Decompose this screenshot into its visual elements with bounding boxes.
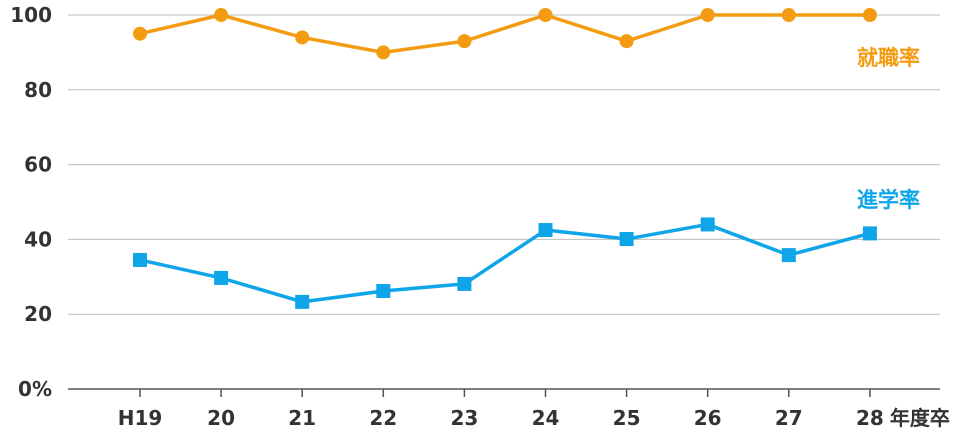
series-line [139, 222, 871, 304]
x-tick-label: 25 [613, 406, 641, 430]
data-point [619, 232, 634, 247]
data-point [295, 294, 310, 309]
series-line [139, 13, 870, 55]
x-unit-label: 年度卒 [890, 406, 950, 430]
data-point [133, 26, 147, 41]
data-point [376, 284, 391, 299]
y-tick-label: 20 [24, 302, 52, 326]
data-point [457, 276, 472, 291]
y-tick-label: 60 [24, 153, 52, 177]
x-tick-label: 21 [288, 406, 316, 430]
data-point [538, 223, 553, 238]
x-tick-label: 26 [694, 406, 722, 430]
x-tick-label: 20 [207, 406, 235, 430]
x-tick-label: H19 [118, 406, 163, 430]
y-tick-label: 80 [24, 78, 52, 102]
x-tick-label: 27 [775, 406, 803, 430]
data-point [700, 217, 715, 232]
data-point [538, 8, 553, 22]
data-point [619, 34, 634, 49]
series-label: 就職率 [857, 46, 920, 70]
data-point [214, 8, 229, 22]
data-point [376, 45, 391, 60]
x-tick-label: 28 [856, 406, 884, 430]
data-point [133, 252, 147, 267]
x-tick-label: 22 [369, 406, 397, 430]
data-point [214, 270, 229, 285]
series-label: 進学率 [857, 188, 920, 212]
y-tick-label: 100 [10, 3, 52, 27]
data-point [862, 8, 877, 22]
data-point [862, 226, 877, 241]
data-point [781, 248, 796, 263]
data-point [700, 8, 715, 22]
x-tick-label: 24 [532, 406, 560, 430]
data-point [457, 34, 472, 49]
data-point [781, 8, 796, 22]
y-tick-label: 0% [18, 377, 52, 401]
data-point [295, 30, 310, 45]
x-tick-label: 23 [450, 406, 478, 430]
y-tick-label: 40 [24, 227, 52, 251]
